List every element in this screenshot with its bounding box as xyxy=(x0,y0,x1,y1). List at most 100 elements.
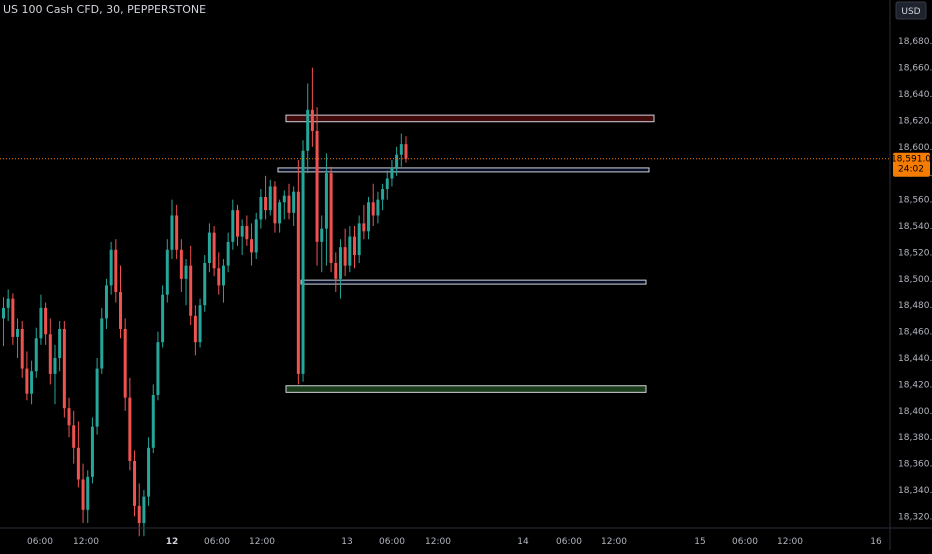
candle xyxy=(133,450,137,517)
candle xyxy=(81,463,85,524)
candle-body xyxy=(156,342,160,395)
candle xyxy=(161,285,165,348)
time-tick-label: 12:00 xyxy=(601,537,627,547)
currency-label: USD xyxy=(901,7,920,17)
time-tick-label: 15 xyxy=(694,537,705,547)
current-price-tag: 18,591.0 24:02 xyxy=(891,152,931,177)
candle-body xyxy=(72,425,76,448)
candle xyxy=(399,133,403,167)
candle xyxy=(245,215,249,246)
candle-body xyxy=(310,109,314,131)
candle-body xyxy=(95,368,99,427)
candle-body xyxy=(320,228,324,242)
candle-body xyxy=(142,496,146,524)
candle-body xyxy=(2,307,5,319)
candle xyxy=(254,212,258,260)
candle-body xyxy=(390,167,394,179)
candle-body xyxy=(133,460,137,506)
candle xyxy=(207,223,211,273)
candle xyxy=(385,170,389,200)
candle xyxy=(306,83,310,174)
candle xyxy=(296,160,300,385)
candle-body xyxy=(250,239,254,253)
candle xyxy=(362,204,366,240)
candle xyxy=(338,239,342,299)
candle xyxy=(179,239,183,293)
candle xyxy=(264,175,268,220)
candle xyxy=(67,397,71,438)
candle xyxy=(109,241,113,295)
candle-body xyxy=(109,249,113,286)
candle-body xyxy=(137,505,141,524)
candle-body xyxy=(357,223,361,256)
candle-body xyxy=(16,328,20,337)
current-price-label: 18,591.0 xyxy=(891,155,931,165)
candle xyxy=(217,252,221,295)
candle-body xyxy=(6,298,10,308)
currency-badge[interactable]: USD xyxy=(895,1,927,20)
candle-body xyxy=(58,328,62,359)
candle xyxy=(221,259,225,303)
candle-body xyxy=(86,476,90,510)
candle-body xyxy=(175,215,179,250)
candle xyxy=(76,421,80,488)
candle-body xyxy=(212,232,216,269)
price-tick-label: 18,500.0 xyxy=(898,275,932,285)
time-tick-label: 06:00 xyxy=(732,537,758,547)
candle xyxy=(128,377,132,471)
candle xyxy=(193,305,197,356)
candle xyxy=(184,259,188,306)
candle-body xyxy=(53,358,57,374)
price-tick-label: 18,620.0 xyxy=(898,116,932,126)
price-tick-label: 18,680.0 xyxy=(898,37,932,47)
candle xyxy=(2,297,5,347)
time-tick-label: 12 xyxy=(166,537,179,547)
candle-body xyxy=(385,178,389,190)
current-price-tag-box xyxy=(893,152,930,177)
price-tick-label: 18,400.0 xyxy=(898,407,932,417)
candle-body xyxy=(306,109,310,151)
chart-title: US 100 Cash CFD, 30, PEPPERSTONE xyxy=(3,3,206,16)
candle-body xyxy=(301,150,305,374)
candle xyxy=(90,417,94,484)
zones-layer xyxy=(277,114,655,393)
candle xyxy=(203,255,207,312)
candle-body xyxy=(348,236,352,266)
candle xyxy=(34,327,38,378)
candle-body xyxy=(371,202,375,216)
bar-countdown-label: 24:02 xyxy=(898,165,924,175)
candle-body xyxy=(315,130,319,242)
price-tick-label: 18,380.0 xyxy=(898,433,932,443)
price-axis[interactable]: 18,680.0 18,660.0 18,640.0 18,620.0 18,600.0… xyxy=(898,37,932,522)
supply-zone-top xyxy=(285,114,655,123)
candle xyxy=(151,384,155,454)
candle xyxy=(53,344,57,405)
candle xyxy=(278,199,282,233)
price-tick-label: 18,440.0 xyxy=(898,354,932,364)
candle xyxy=(137,483,141,537)
candle-body xyxy=(128,397,132,461)
candle-body xyxy=(264,196,268,211)
candle xyxy=(250,223,254,266)
candle xyxy=(114,239,118,303)
candle-body xyxy=(123,328,127,398)
candle-body xyxy=(76,447,80,480)
price-tick-label: 18,460.0 xyxy=(898,328,932,338)
candle xyxy=(231,199,235,250)
candle-body xyxy=(179,249,183,279)
candle-body xyxy=(268,186,272,211)
candle xyxy=(156,331,160,401)
candle-body xyxy=(245,226,249,240)
time-tick-label: 12:00 xyxy=(249,537,275,547)
candle xyxy=(16,318,20,359)
candle-body xyxy=(207,232,211,263)
time-axis[interactable]: 06:00 12:00 12 06:00 12:00 13 06:00 12:00 14 06:0… xyxy=(27,537,882,547)
price-tick-label: 18,560.0 xyxy=(898,196,932,206)
time-tick-label: 16 xyxy=(870,537,882,547)
candle-body xyxy=(20,328,24,369)
candle-body xyxy=(165,249,169,295)
candle-body xyxy=(170,215,174,250)
